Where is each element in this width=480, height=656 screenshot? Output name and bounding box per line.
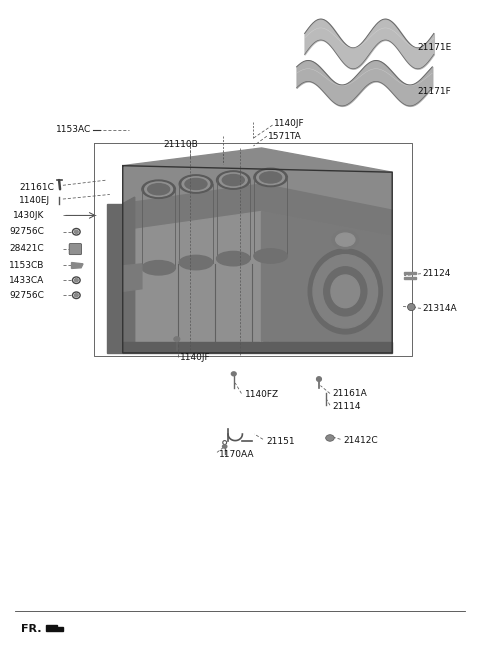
Polygon shape	[123, 264, 142, 291]
Ellipse shape	[182, 176, 210, 191]
Text: 1153AC: 1153AC	[56, 125, 91, 134]
Text: 21171F: 21171F	[417, 87, 451, 96]
Text: 21161C: 21161C	[19, 183, 54, 192]
Polygon shape	[107, 203, 123, 353]
Ellipse shape	[185, 178, 207, 190]
Polygon shape	[123, 211, 262, 353]
Text: 21124: 21124	[423, 269, 451, 278]
Polygon shape	[404, 272, 416, 274]
Ellipse shape	[324, 267, 367, 316]
Text: 21314A: 21314A	[423, 304, 457, 313]
Ellipse shape	[257, 171, 285, 184]
Polygon shape	[46, 625, 63, 631]
Ellipse shape	[260, 172, 282, 183]
Ellipse shape	[74, 230, 78, 234]
FancyBboxPatch shape	[69, 243, 82, 255]
Ellipse shape	[216, 251, 250, 266]
Ellipse shape	[174, 337, 180, 341]
Ellipse shape	[74, 279, 78, 282]
Ellipse shape	[219, 173, 247, 187]
Text: 1433CA: 1433CA	[9, 276, 45, 285]
Ellipse shape	[317, 377, 322, 381]
Ellipse shape	[148, 184, 169, 195]
Ellipse shape	[254, 249, 288, 263]
Text: 21114: 21114	[332, 402, 361, 411]
Text: 1571TA: 1571TA	[268, 132, 301, 140]
Polygon shape	[123, 197, 135, 353]
Text: 21171E: 21171E	[417, 43, 451, 52]
Text: 28421C: 28421C	[9, 244, 44, 253]
Polygon shape	[404, 277, 416, 279]
Text: 1140FZ: 1140FZ	[245, 390, 279, 400]
Text: 21151: 21151	[266, 437, 295, 445]
Ellipse shape	[222, 174, 244, 186]
Ellipse shape	[179, 174, 213, 193]
Ellipse shape	[336, 233, 355, 246]
Text: 1140JF: 1140JF	[180, 353, 211, 362]
Ellipse shape	[179, 255, 213, 270]
Text: 92756C: 92756C	[9, 291, 44, 300]
Polygon shape	[262, 211, 392, 353]
Ellipse shape	[216, 171, 250, 189]
Text: 1140JF: 1140JF	[274, 119, 304, 129]
Ellipse shape	[313, 255, 378, 328]
Text: 21161A: 21161A	[332, 389, 367, 398]
Polygon shape	[123, 184, 392, 236]
Text: 21110B: 21110B	[163, 140, 198, 149]
Ellipse shape	[325, 435, 334, 441]
Text: 1170AA: 1170AA	[218, 450, 254, 459]
Ellipse shape	[254, 169, 288, 186]
Text: 1153CB: 1153CB	[9, 260, 45, 270]
Text: 1430JK: 1430JK	[12, 211, 44, 220]
Ellipse shape	[331, 275, 360, 308]
Polygon shape	[123, 148, 392, 210]
Ellipse shape	[74, 294, 78, 297]
Ellipse shape	[231, 372, 236, 376]
Text: 21412C: 21412C	[343, 436, 378, 445]
Text: 92756C: 92756C	[9, 227, 44, 236]
Text: FR.: FR.	[21, 624, 41, 634]
Ellipse shape	[223, 445, 227, 448]
Polygon shape	[72, 262, 83, 268]
Ellipse shape	[145, 182, 172, 196]
Ellipse shape	[408, 304, 415, 311]
Ellipse shape	[332, 230, 359, 249]
Text: 1140EJ: 1140EJ	[19, 196, 50, 205]
Ellipse shape	[142, 260, 175, 275]
Polygon shape	[123, 342, 392, 353]
Ellipse shape	[142, 180, 175, 198]
Ellipse shape	[308, 249, 383, 334]
